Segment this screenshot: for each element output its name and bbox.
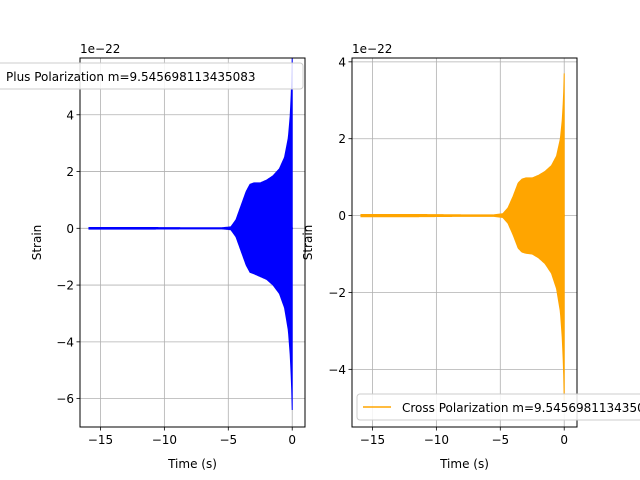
y-tick-label: 2 [338,132,346,146]
legend: Plus Polarization m=9.545698113435083 [0,62,304,90]
y-offset-label: 1e−22 [352,42,392,56]
cross-polarization-series [360,73,565,401]
y-offset-label: 1e−22 [80,42,120,56]
x-tick-label: 0 [560,433,568,447]
tick-marks: −15 −10 −5 0 −4 −2 0 2 4 [328,55,568,447]
x-tick-label: −15 [360,433,385,447]
x-tick-label: −10 [424,433,449,447]
cross-polarization-waveform [360,73,565,401]
legend-label: Plus Polarization m=9.545698113435083 [6,70,256,84]
plus-polarization-axes: −15 −10 −5 0 −6 −4 −2 0 2 4 1e−22 Time (s) Strain… [0,42,306,471]
legend-label: Cross Polarization m=9.545698113435083 [402,401,640,415]
y-tick-label: 0 [66,222,74,236]
y-tick-label: −4 [56,335,74,349]
x-axis-label: Time (s) [439,457,489,471]
axes-frame [79,57,306,428]
x-tick-label: −5 [491,433,509,447]
y-tick-label: −6 [56,392,74,406]
legend-box [356,393,640,421]
y-tick-label: −4 [328,363,346,377]
x-tick-label: −10 [152,433,177,447]
y-tick-label: −2 [328,286,346,300]
y-tick-label: 0 [338,209,346,223]
x-tick-label: 0 [288,433,296,447]
y-tick-label: −2 [56,279,74,293]
x-tick-label: −15 [88,433,113,447]
plus-polarization-series [88,58,293,410]
axes-frame [351,57,578,428]
y-tick-label: 4 [66,108,74,122]
y-tick-label: 4 [338,55,346,69]
y-axis-label: Strain [30,225,44,261]
y-axis-label: Strain [301,225,315,261]
y-tick-label: 2 [66,165,74,179]
legend: Cross Polarization m=9.545698113435083 [356,393,640,421]
legend-box [0,62,304,90]
cross-polarization-axes: −15 −10 −5 0 −4 −2 0 2 4 1e−22 Time (s) Strain C… [301,42,640,471]
plus-polarization-waveform [88,58,293,410]
x-axis-label: Time (s) [167,457,217,471]
tick-marks: −15 −10 −5 0 −6 −4 −2 0 2 4 [56,108,296,447]
x-tick-label: −5 [219,433,237,447]
